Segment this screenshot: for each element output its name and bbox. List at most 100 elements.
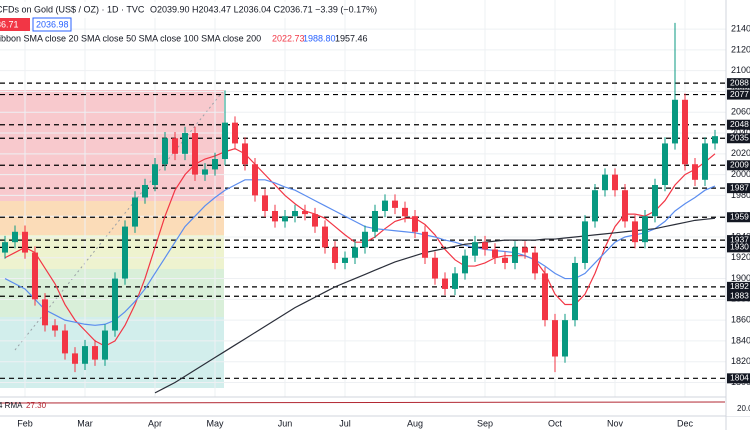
candle-body [592, 190, 598, 222]
candle-body [342, 257, 348, 263]
candle-body [62, 330, 68, 354]
candle-body [452, 273, 458, 289]
candle-body [322, 226, 328, 248]
level-badge [727, 160, 750, 171]
level-badge [727, 235, 750, 246]
level-label: 2009 [730, 160, 749, 170]
legend-bg [0, 2, 330, 18]
ma-value: 1957.46 [335, 33, 368, 43]
level-badge [727, 291, 750, 302]
candle-body [672, 99, 678, 144]
candle-body [462, 255, 468, 274]
lower-indicator-label: 4 RMA [0, 401, 23, 410]
candle-body [432, 257, 438, 279]
level-badge [727, 183, 750, 194]
candle-body [232, 122, 238, 144]
legend: CFDs on Gold (US$ / OZ) · 1D · TVC O2039… [0, 2, 750, 413]
candle-body [512, 247, 518, 263]
x-tick-label: Apr [148, 418, 162, 428]
candle-body [572, 262, 578, 321]
candle-body [642, 216, 648, 243]
fib-trend-line [14, 89, 225, 351]
ma-value: 2022.73 [272, 33, 305, 43]
candle-body [542, 273, 548, 321]
candles [2, 22, 718, 373]
candle-body [712, 136, 718, 144]
y-tick-label: 2120 [731, 44, 750, 54]
candle-body [132, 197, 138, 227]
level-label: 2088 [730, 77, 749, 87]
x-tick-label: Jun [278, 418, 293, 428]
level-label: 1883 [730, 290, 749, 300]
candle-body [502, 257, 508, 263]
candle-body [552, 320, 558, 357]
candle-body [122, 226, 128, 279]
buy-box[interactable] [32, 17, 72, 32]
candle-body [92, 346, 98, 360]
candle-body [522, 247, 528, 253]
candle-body [22, 231, 28, 253]
candle-body [152, 164, 158, 186]
candle-body [202, 169, 208, 175]
candle-body [372, 210, 378, 232]
y-tick-label: 2100 [731, 65, 750, 75]
lower-indicator-value: 27.30 [26, 401, 47, 410]
candle-body [182, 133, 188, 154]
candle-body [602, 174, 608, 191]
candle-body [652, 185, 658, 217]
x-tick-label: Aug [407, 418, 423, 428]
y-tick-label: 2060 [731, 107, 750, 117]
candle-body [472, 242, 478, 256]
candle-body [252, 164, 258, 196]
candle-body [162, 138, 168, 165]
lower-axis-label: 20.0 [737, 404, 750, 413]
candle-body [282, 216, 288, 222]
y-tick-label: 1840 [731, 335, 750, 345]
candle-body [332, 247, 338, 263]
y-tick-label: 1820 [731, 356, 750, 366]
candle-body [82, 346, 88, 364]
candle-body [172, 138, 178, 154]
candle-body [482, 242, 488, 250]
fib-zones [0, 89, 225, 388]
level-badge [727, 78, 750, 89]
level-badge [727, 212, 750, 223]
x-tick-label: Feb [17, 418, 33, 428]
candle-body [682, 99, 688, 165]
candle-body [112, 278, 118, 331]
y-tick-label: 2140 [731, 23, 750, 33]
axis: 1800182018401860188019001920194019601980… [17, 23, 750, 428]
x-tick-label: Dec [677, 418, 694, 428]
candle-body [442, 278, 448, 289]
x-tick-label: Mar [77, 418, 93, 428]
candle-body [312, 214, 318, 227]
candle-body [12, 231, 18, 243]
candle-body [582, 221, 588, 263]
ma-line [4, 147, 716, 347]
sell-price[interactable]: 36.71 [0, 19, 19, 29]
y-tick-label: 1900 [731, 273, 750, 283]
candle-body [352, 247, 358, 258]
lower-indicator-line [0, 401, 726, 404]
level-label: 1892 [730, 281, 749, 291]
candle-body [272, 210, 278, 222]
moving-averages [4, 147, 716, 394]
x-tick-label: Sep [477, 418, 493, 428]
candle-body [212, 159, 218, 170]
level-label: 2048 [730, 119, 749, 129]
sell-box[interactable] [0, 18, 30, 31]
candle-body [562, 320, 568, 357]
level-badge [727, 119, 750, 130]
fib-zone [0, 201, 224, 235]
level-badge [727, 89, 750, 100]
level-badge [727, 133, 750, 144]
candle-body [222, 122, 228, 160]
level-label: 2035 [730, 132, 749, 142]
buy-price[interactable]: 2036.98 [36, 19, 69, 29]
y-tick-label: 2040 [731, 127, 750, 137]
candle-body [192, 133, 198, 175]
level-label: 1804 [730, 373, 749, 383]
y-tick-label: 1920 [731, 252, 750, 262]
candle-body [102, 330, 108, 360]
